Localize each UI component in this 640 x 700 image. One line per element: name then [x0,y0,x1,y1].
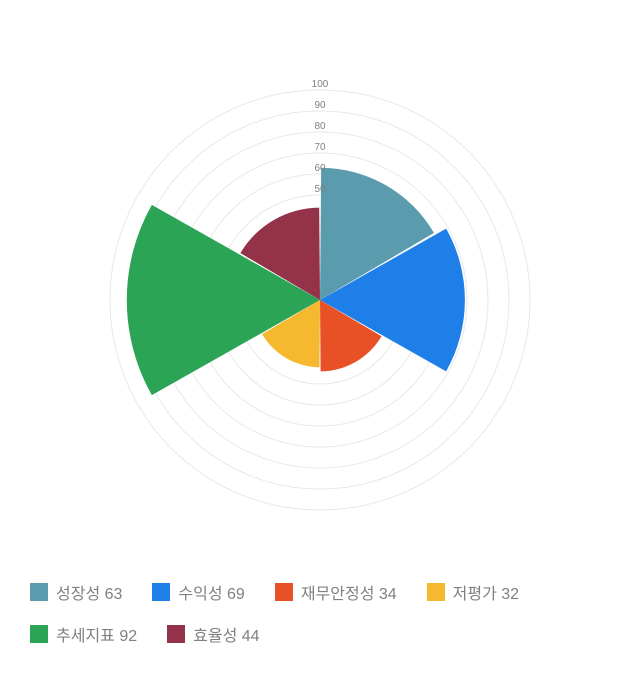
legend-label: 저평가 32 [453,580,519,604]
legend-item: 추세지표 92 [30,622,137,646]
legend-label: 성장성 63 [56,580,122,604]
chart-legend: 성장성 63 수익성 69 재무안정성 34 저평가 32 추세지표 92 효율성 44 [0,560,640,666]
legend-item: 재무안정성 34 [275,580,397,604]
axis-tick-label: 60 [314,163,326,174]
legend-label: 추세지표 92 [56,622,137,646]
legend-swatch [275,583,293,601]
axis-tick-label: 90 [314,100,326,111]
legend-item: 성장성 63 [30,580,122,604]
axis-tick-label: 50 [314,184,326,195]
legend-swatch [427,583,445,601]
polar-chart-svg: 50 60 70 80 90 100 [0,0,640,560]
legend-swatch [167,625,185,643]
legend-label: 효율성 44 [193,622,259,646]
legend-swatch [152,583,170,601]
polar-chart-container: 50 60 70 80 90 100 [0,0,640,560]
axis-tick-label: 70 [314,142,326,153]
legend-swatch [30,583,48,601]
legend-swatch [30,625,48,643]
axis-tick-label: 100 [312,79,329,90]
legend-item: 수익성 69 [152,580,244,604]
legend-label: 수익성 69 [178,580,244,604]
legend-label: 재무안정성 34 [301,580,397,604]
axis-tick-label: 80 [314,121,326,132]
legend-item: 저평가 32 [427,580,519,604]
legend-item: 효율성 44 [167,622,259,646]
